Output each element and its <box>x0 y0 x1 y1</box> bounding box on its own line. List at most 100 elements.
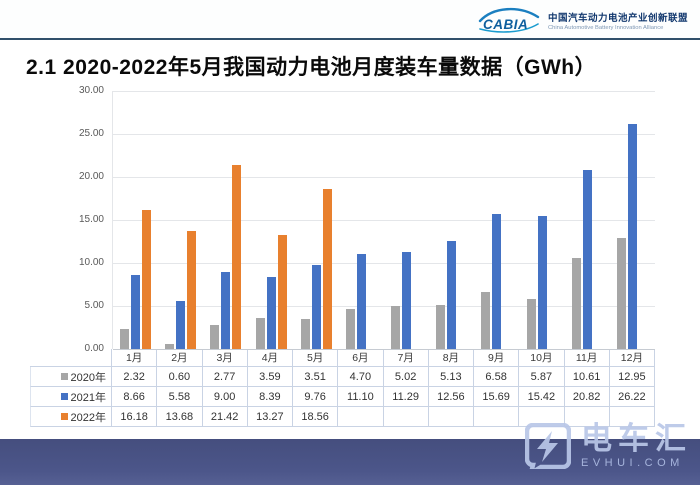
bar-group-12月 <box>610 91 655 349</box>
bar-2022年-1月 <box>142 209 152 349</box>
y-axis-tick-label: 25.00 <box>78 128 104 139</box>
series-name: 2020年 <box>70 371 106 384</box>
table-cell-2021年-4月: 8.39 <box>247 387 293 407</box>
bar-2021年-3月 <box>221 271 231 349</box>
bar-group-9月 <box>474 91 519 349</box>
bar-group-1月 <box>113 91 158 349</box>
bar-group-6月 <box>339 91 384 349</box>
org-name-en: China Automotive Battery Innovation Alli… <box>547 24 664 31</box>
bar-group-10月 <box>520 91 565 349</box>
table-cell-2022年-6月 <box>338 407 384 427</box>
brand-text: 中国汽车动力电池产业创新联盟 China Automotive Battery … <box>548 10 688 31</box>
table-cell-2022年-4月: 13.27 <box>247 407 293 427</box>
bar-2021年-12月 <box>627 123 637 349</box>
table-cell-2022年-5月: 18.56 <box>293 407 339 427</box>
y-axis-tick-label: 10.00 <box>78 257 104 268</box>
y-axis-tick-label: 20.00 <box>78 171 104 182</box>
bar-groups <box>113 91 655 349</box>
month-header-8月: 8月 <box>428 349 474 367</box>
table-cell-2021年-5月: 9.76 <box>293 387 339 407</box>
y-axis-tick-label: 0.00 <box>84 343 104 354</box>
bar-group-7月 <box>384 91 429 349</box>
svg-text:CABIA: CABIA <box>483 17 528 32</box>
table-cell-2021年-9月: 15.69 <box>474 387 520 407</box>
bar-group-4月 <box>249 91 294 349</box>
bar-2020年-4月 <box>255 318 265 349</box>
table-cell-2020年-9月: 6.58 <box>474 367 520 387</box>
table-cell-2022年-2月: 13.68 <box>157 407 203 427</box>
month-header-12月: 12月 <box>609 349 655 367</box>
bar-2021年-6月 <box>356 253 366 349</box>
gridline <box>113 134 655 135</box>
month-header-11月: 11月 <box>564 349 610 367</box>
table-cell-2022年-10月 <box>519 407 565 427</box>
cabia-brand: CABIA 中国汽车动力电池产业创新联盟 China Automotive Ba… <box>477 4 688 36</box>
bar-2021年-4月 <box>266 276 276 349</box>
header: CABIA 中国汽车动力电池产业创新联盟 China Automotive Ba… <box>0 0 700 40</box>
table-cell-2021年-2月: 5.58 <box>157 387 203 407</box>
month-header-7月: 7月 <box>383 349 429 367</box>
plot-area: 30.00 25.00 20.00 15.00 10.00 5.00 0.00 <box>79 85 655 354</box>
bar-2020年-7月 <box>391 305 401 349</box>
bar-group-8月 <box>429 91 474 349</box>
month-header-2月: 2月 <box>157 349 203 367</box>
month-header-9月: 9月 <box>474 349 520 367</box>
series-label-2021年: 2021年 <box>30 387 112 407</box>
bar-2020年-2月 <box>165 343 175 349</box>
bar-group-11月 <box>565 91 610 349</box>
table-cell-2022年-9月 <box>474 407 520 427</box>
gridline <box>113 263 655 264</box>
table-cell-2020年-12月: 12.95 <box>609 367 655 387</box>
table-cell-2020年-1月: 2.32 <box>112 367 158 387</box>
table-cell-2021年-11月: 20.82 <box>564 387 610 407</box>
table-cell-2022年-8月 <box>428 407 474 427</box>
table-cell-2022年-11月 <box>564 407 610 427</box>
month-header-4月: 4月 <box>247 349 293 367</box>
bar-2021年-10月 <box>537 216 547 349</box>
cabia-logo-icon: CABIA <box>478 7 540 33</box>
bar-2022年-4月 <box>277 234 287 349</box>
table-cell-2020年-10月: 5.87 <box>519 367 565 387</box>
table-corner <box>30 349 112 367</box>
bar-2021年-8月 <box>447 240 457 349</box>
table-cell-2022年-12月 <box>609 407 655 427</box>
y-axis-tick-label: 15.00 <box>78 214 104 225</box>
series-label-2022年: 2022年 <box>30 407 112 427</box>
bar-2020年-11月 <box>571 257 581 349</box>
bar-2020年-12月 <box>616 237 626 349</box>
month-header-10月: 10月 <box>519 349 565 367</box>
table-cell-2022年-1月: 16.18 <box>112 407 158 427</box>
month-header-1月: 1月 <box>112 349 158 367</box>
table-cell-2021年-6月: 11.10 <box>338 387 384 407</box>
table-cell-2021年-1月: 8.66 <box>112 387 158 407</box>
bar-2021年-9月 <box>492 214 502 349</box>
bar-2021年-1月 <box>131 274 141 349</box>
y-axis-tick-label: 5.00 <box>84 300 104 311</box>
bar-2021年-7月 <box>402 251 412 349</box>
table-cell-2020年-6月: 4.70 <box>338 367 384 387</box>
gridline <box>113 349 655 350</box>
legend-key-icon <box>60 373 68 380</box>
org-name-cn: 中国汽车动力电池产业创新联盟 <box>547 12 688 24</box>
table-cell-2020年-8月: 5.13 <box>428 367 474 387</box>
y-axis-tick-label: 30.00 <box>78 85 104 96</box>
bar-2020年-9月 <box>481 292 491 349</box>
bar-2020年-1月 <box>120 329 130 349</box>
footer-bar <box>0 439 700 485</box>
month-header-5月: 5月 <box>293 349 339 367</box>
bar-2021年-2月 <box>176 301 186 349</box>
bar-2021年-5月 <box>311 265 321 349</box>
month-header-6月: 6月 <box>338 349 384 367</box>
table-cell-2020年-7月: 5.02 <box>383 367 429 387</box>
gridline <box>113 91 655 92</box>
bar-2022年-2月 <box>187 231 197 349</box>
gridline <box>113 220 655 221</box>
table-cell-2020年-2月: 0.60 <box>157 367 203 387</box>
table-cell-2020年-5月: 3.51 <box>293 367 339 387</box>
chart: 30.00 25.00 20.00 15.00 10.00 5.00 0.00 1月 2月 3月… <box>30 85 655 427</box>
table-cell-2021年-12月: 26.22 <box>609 387 655 407</box>
table-cell-2022年-7月 <box>383 407 429 427</box>
table-cell-2020年-11月: 10.61 <box>564 367 610 387</box>
bar-2022年-5月 <box>322 189 332 349</box>
